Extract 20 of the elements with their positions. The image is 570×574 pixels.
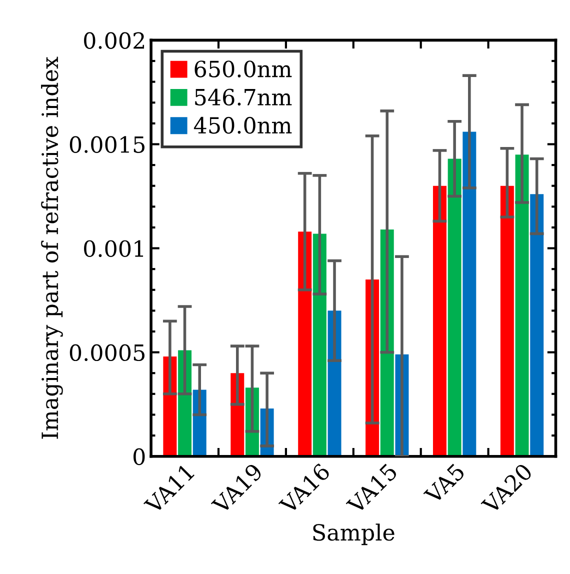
legend-label: 450.0nm bbox=[194, 116, 292, 134]
bar bbox=[448, 158, 462, 456]
y-axis-title: Imaginary part of refractive index bbox=[41, 56, 63, 439]
bar bbox=[432, 186, 446, 456]
bar bbox=[515, 154, 529, 456]
y-tick-label: 0.0005 bbox=[70, 344, 144, 362]
y-tick-label: 0.0015 bbox=[70, 136, 144, 153]
legend-label: 546.7nm bbox=[195, 88, 292, 106]
bar bbox=[500, 186, 514, 456]
x-tick-label: VA5 bbox=[423, 462, 466, 506]
y-tick-label: 0 bbox=[134, 448, 145, 466]
bar bbox=[312, 234, 326, 456]
bar bbox=[462, 132, 476, 456]
x-axis-title: Sample bbox=[313, 524, 394, 546]
y-tick-label: 0.002 bbox=[84, 32, 144, 49]
bar bbox=[298, 232, 312, 456]
bar bbox=[328, 310, 342, 456]
y-tick-label: 0.001 bbox=[84, 240, 144, 258]
bar bbox=[530, 194, 544, 456]
legend-label: 650.0nm bbox=[194, 60, 292, 78]
